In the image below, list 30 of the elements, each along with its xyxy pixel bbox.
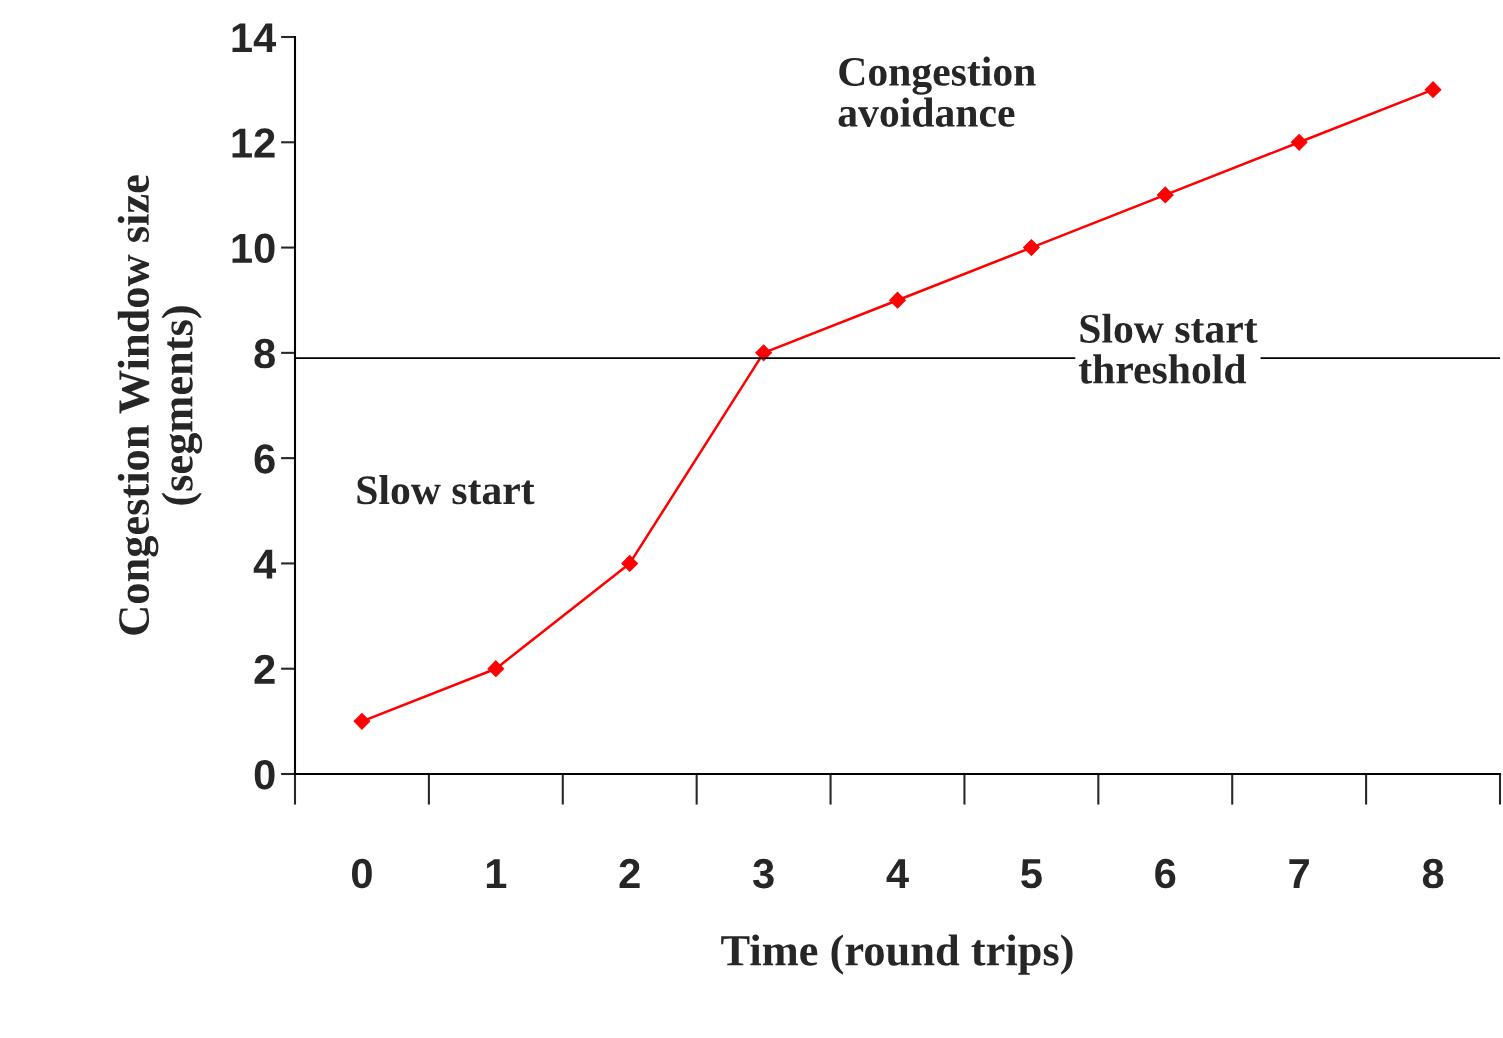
y-tick-label: 8 xyxy=(254,338,275,369)
x-tick-label: 6 xyxy=(1155,858,1176,889)
x-tick-label: 2 xyxy=(619,858,640,888)
point xyxy=(889,291,906,309)
annotation: Slow start xyxy=(357,475,535,505)
y-axis-title: Congestion Window size (segments) xyxy=(117,175,203,635)
y-tick-label: 4 xyxy=(253,549,277,579)
point xyxy=(1023,239,1040,256)
y-tick-label: 10 xyxy=(232,233,275,264)
x-tick-label: 7 xyxy=(1289,859,1309,888)
point xyxy=(1156,186,1174,204)
annotation: Congestion avoidance xyxy=(838,56,1036,127)
point xyxy=(1424,81,1442,99)
ref-line-label: Slow start threshold xyxy=(1078,313,1258,384)
point xyxy=(353,712,371,730)
y-tick-label: 0 xyxy=(254,760,275,790)
y-tick-label: 12 xyxy=(232,128,275,158)
x-tick-label: 8 xyxy=(1422,858,1444,889)
y-tick-label: 6 xyxy=(254,444,275,474)
x-tick-label: 3 xyxy=(752,858,774,889)
x-tick-label: 4 xyxy=(886,859,909,888)
point xyxy=(487,660,505,678)
x-axis-title: Time (round trips) xyxy=(721,934,1073,975)
point xyxy=(1290,133,1308,151)
x-tick-label: 5 xyxy=(1021,859,1042,889)
y-tick-label: 2 xyxy=(254,654,275,684)
point xyxy=(621,555,639,572)
x-tick-label: 1 xyxy=(486,859,507,888)
y-tick-label: 14 xyxy=(232,23,277,53)
x-tick-label: 0 xyxy=(352,858,372,889)
